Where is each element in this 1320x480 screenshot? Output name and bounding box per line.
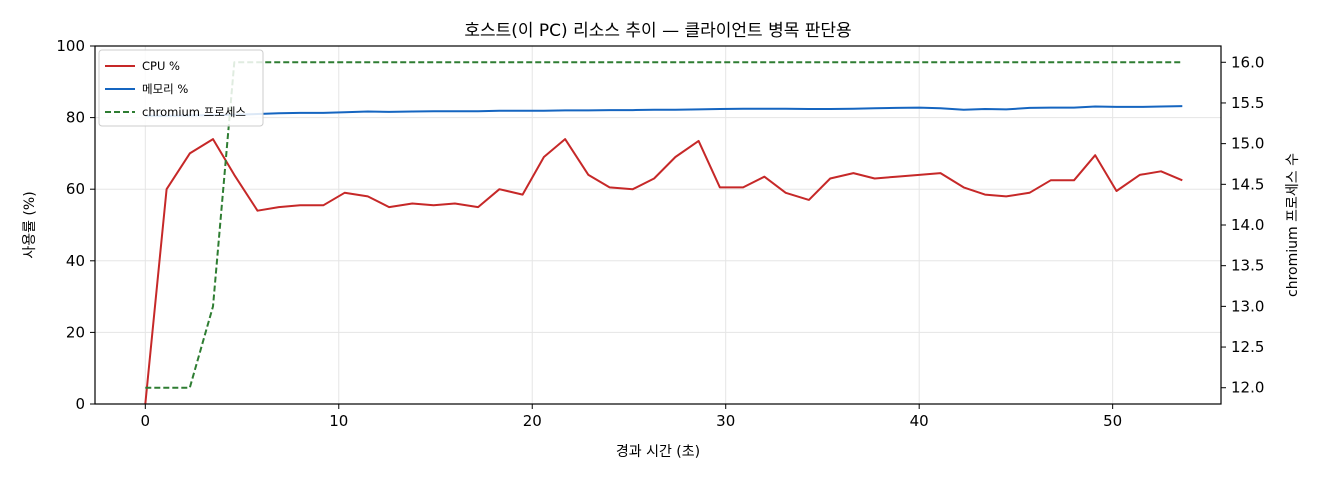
y-axis-label: 사용률 (%) (22, 191, 38, 258)
series-line-memory (145, 105, 1183, 117)
y2-axis-label: chromium 프로세스 수 (1285, 153, 1301, 297)
grid-lines (95, 45, 1221, 405)
plot-frame (94, 45, 1222, 405)
series-line-chromium (145, 61, 1183, 389)
y-tick-label: 80 (66, 109, 85, 127)
legend-label-cpu: CPU % (142, 59, 180, 73)
legend: CPU % 메모리 % chromium 프로세스 (98, 49, 264, 127)
y-tick-label: 40 (66, 252, 85, 270)
legend-box (98, 49, 264, 127)
y-tick-label: 60 (66, 180, 85, 198)
y2-tick-label: 12.0 (1231, 379, 1264, 397)
x-tick-label: 40 (910, 412, 929, 430)
y-tick-label: 0 (75, 395, 85, 413)
y2-tick-label: 12.5 (1231, 338, 1264, 356)
y2-tick-label: 14.5 (1231, 175, 1264, 193)
series-lines (144, 61, 1183, 405)
y2-tick-label: 15.0 (1231, 135, 1264, 153)
legend-label-chromium: chromium 프로세스 (142, 105, 246, 119)
x-tick-label: 0 (141, 412, 151, 430)
y2-tick-label: 14.0 (1231, 216, 1264, 234)
y2-tick-label: 13.0 (1231, 297, 1264, 315)
y-tick-label: 20 (66, 323, 85, 341)
x-tick-label: 20 (523, 412, 542, 430)
axis-ticks: 0 10 20 30 40 50 0 20 40 60 80 100 12.0 12.5 13.0 13.5 1… (56, 37, 1264, 430)
y2-tick-label: 16.0 (1231, 53, 1264, 71)
y2-tick-label: 15.5 (1231, 94, 1264, 112)
chart-title: 호스트(이 PC) 리소스 추이 — 클라이언트 병목 판단용 (464, 21, 851, 41)
legend-label-memory: 메모리 % (142, 82, 188, 96)
x-axis-label: 경과 시간 (초) (616, 444, 700, 460)
y-tick-label: 100 (56, 37, 85, 55)
x-tick-label: 50 (1103, 412, 1122, 430)
series-line-cpu (144, 138, 1183, 405)
x-tick-label: 10 (329, 412, 348, 430)
y2-tick-label: 13.5 (1231, 257, 1264, 275)
x-tick-label: 30 (716, 412, 735, 430)
